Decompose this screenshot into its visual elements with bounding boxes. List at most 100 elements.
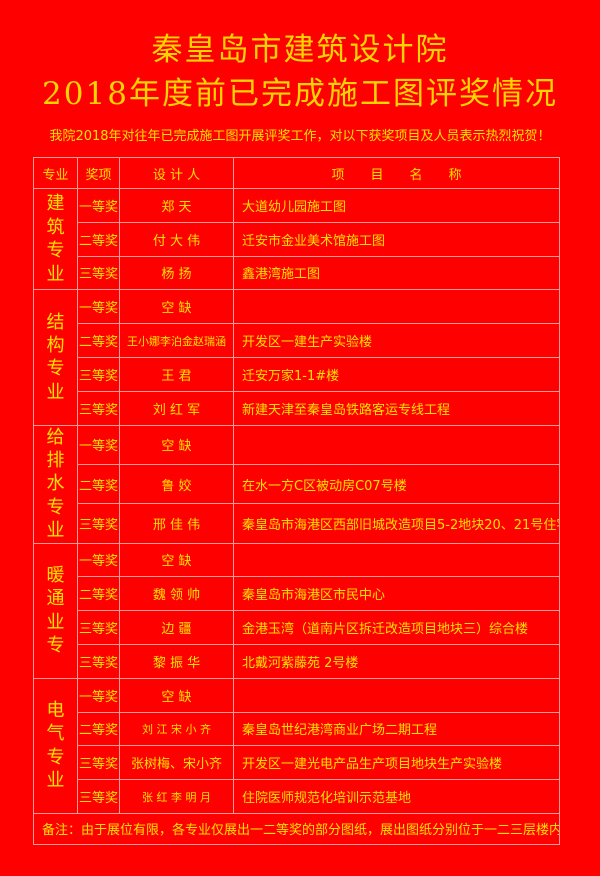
major-cell: 给排水专业 xyxy=(33,424,78,544)
major-cell: 电气专业 xyxy=(33,677,78,814)
table-row: 三等奖王 君迁安万家1-1#楼 xyxy=(34,356,560,392)
table-row: 三等奖边 疆金港玉湾（道南片区拆迁改造项目地块三）综合楼 xyxy=(34,610,560,645)
designer-cell: 张树梅、宋小齐 xyxy=(119,745,234,781)
project-cell xyxy=(233,542,560,578)
project-cell: 秦皇岛世纪港湾商业广场二期工程 xyxy=(233,711,560,747)
project-cell: 新建天津至秦皇岛铁路客运专线工程 xyxy=(233,390,560,426)
award-cell: 三等奖 xyxy=(77,779,120,814)
major-char: 排 xyxy=(46,449,65,471)
award-cell: 三等奖 xyxy=(77,503,120,544)
major-cell: 结构专业 xyxy=(33,289,78,426)
project-cell: 秦皇岛市海港区西部旧城改造项目5-2地块20、21号住宅楼 xyxy=(233,503,560,544)
award-cell: 一等奖 xyxy=(77,424,120,465)
major-char: 构 xyxy=(46,335,65,357)
award-cell: 三等奖 xyxy=(77,610,120,645)
designer-cell: 空 缺 xyxy=(119,289,234,325)
table-row: 给排水专业一等奖空 缺 xyxy=(33,424,560,544)
table-row: 二等奖刘 江 宋 小 齐秦皇岛世纪港湾商业广场二期工程 xyxy=(34,711,560,747)
award-cell: 一等奖 xyxy=(77,289,120,325)
designer-cell: 杨 扬 xyxy=(119,255,234,291)
award-cell: 二等奖 xyxy=(77,323,120,358)
designer-cell: 付 大 伟 xyxy=(119,221,234,257)
project-cell xyxy=(233,677,560,713)
designer-cell: 邢 佳 伟 xyxy=(119,503,234,544)
designer-cell: 边 疆 xyxy=(119,610,234,645)
project-cell: 大道幼儿园施工图 xyxy=(233,188,560,223)
project-cell: 在水一方C区被动房C07号楼 xyxy=(233,463,560,505)
award-cell: 三等奖 xyxy=(77,255,120,291)
table-row: 电气专业一等奖空 缺 xyxy=(33,677,560,814)
award-cell: 三等奖 xyxy=(77,356,120,392)
project-cell: 开发区一建光电产品生产项目地块生产实验楼 xyxy=(233,745,560,781)
designer-cell: 郑 天 xyxy=(119,188,234,223)
award-cell: 二等奖 xyxy=(77,576,120,612)
award-cell: 三等奖 xyxy=(77,745,120,781)
title-line2: 2018年度前已完成施工图评奖情况 xyxy=(42,76,558,112)
project-cell: 迁安万家1-1#楼 xyxy=(233,356,560,392)
major-char: 专 xyxy=(46,358,65,380)
major-char: 暖 xyxy=(46,564,65,586)
header-project: 项 目 名 称 xyxy=(233,157,560,189)
table-row: 三等奖 张树梅、宋小齐 开发区一建光电产品生产项目地块生产实验楼 xyxy=(34,745,560,781)
award-cell: 一等奖 xyxy=(77,677,120,713)
table-row: 二等奖魏 领 帅秦皇岛市海港区市民中心 xyxy=(34,576,560,612)
designer-cell: 空 缺 xyxy=(119,677,234,713)
major-char: 气 xyxy=(46,723,65,745)
award-cell: 二等奖 xyxy=(77,221,120,257)
table-row: 二等奖付 大 伟迁安市金业美术馆施工图 xyxy=(34,221,560,257)
title-line1: 秦皇岛市建筑设计院 xyxy=(151,32,449,68)
header-row: 专业 奖项 设 计 人 项 目 名 称 xyxy=(33,157,560,189)
major-char: 结 xyxy=(46,311,65,333)
project-cell xyxy=(233,289,560,325)
header-designer: 设 计 人 xyxy=(119,157,234,189)
designer-cell: 魏 领 帅 xyxy=(119,576,234,612)
table-row: 二等奖鲁 姣在水一方C区被动房C07号楼 xyxy=(34,463,560,505)
project-cell: 开发区一建生产实验楼 xyxy=(233,323,560,358)
table-row: 三等奖张 红 李 明 月住院医师规范化培训示范基地 xyxy=(34,779,560,814)
header-major: 专业 xyxy=(33,157,78,189)
table-row: 三等奖黎 振 华北戴河紫藤苑 2号楼 xyxy=(34,643,560,679)
table-row: 建筑专业一等奖郑 天大道幼儿园施工图 xyxy=(33,187,560,291)
designer-cell: 鲁 姣 xyxy=(119,463,234,505)
major-char: 业 xyxy=(46,381,65,403)
major-char: 专 xyxy=(46,635,65,657)
major-char: 专 xyxy=(46,746,65,768)
project-cell: 金港玉湾（道南片区拆迁改造项目地块三）综合楼 xyxy=(233,610,560,645)
major-char: 业 xyxy=(46,520,65,542)
project-cell: 迁安市金业美术馆施工图 xyxy=(233,221,560,257)
designer-cell: 空 缺 xyxy=(119,424,234,465)
project-cell xyxy=(233,424,560,465)
major-char: 专 xyxy=(46,240,65,262)
major-char: 业 xyxy=(46,770,65,792)
note-row: 备注：由于展位有限，各专业仅展出一二等奖的部分图纸，展出图纸分别位于一二三层楼内 xyxy=(33,812,560,845)
header-award: 奖项 xyxy=(77,157,120,189)
project-cell: 鑫港湾施工图 xyxy=(233,255,560,291)
award-cell: 三等奖 xyxy=(77,390,120,426)
designer-cell: 黎 振 华 xyxy=(119,643,234,679)
major-char: 业 xyxy=(46,611,65,633)
major-char: 建 xyxy=(46,193,65,215)
major-char: 电 xyxy=(46,700,65,722)
table-row: 结构专业一等奖空 缺 xyxy=(33,289,560,426)
award-cell: 二等奖 xyxy=(77,711,120,747)
designer-cell: 王小娜李泊金赵瑞涵 xyxy=(119,323,234,358)
note-text: 备注：由于展位有限，各专业仅展出一二等奖的部分图纸，展出图纸分别位于一二三层楼内 xyxy=(33,812,560,845)
major-char: 筑 xyxy=(46,216,65,238)
designer-cell: 空 缺 xyxy=(119,542,234,578)
major-char: 给 xyxy=(46,426,65,448)
major-cell: 建筑专业 xyxy=(33,187,78,291)
awards-table: 专业 奖项 设 计 人 项 目 名 称 建筑专业一等奖郑 天大道幼儿园施工图 二等… xyxy=(33,157,560,845)
table-row: 三等奖邢 佳 伟秦皇岛市海港区西部旧城改造项目5-2地块20、21号住宅楼 xyxy=(34,503,560,544)
project-cell: 住院医师规范化培训示范基地 xyxy=(233,779,560,814)
project-cell: 秦皇岛市海港区市民中心 xyxy=(233,576,560,612)
designer-cell: 王 君 xyxy=(119,356,234,392)
major-char: 通 xyxy=(46,588,65,610)
table-row: 三等奖杨 扬鑫港湾施工图 xyxy=(34,255,560,291)
subtitle: 我院2018年对往年已完成施工图开展评奖工作，对以下获奖项目及人员表示热烈祝贺！ xyxy=(49,129,551,144)
award-cell: 二等奖 xyxy=(77,463,120,505)
major-char: 业 xyxy=(46,263,65,285)
project-cell: 北戴河紫藤苑 2号楼 xyxy=(233,643,560,679)
award-cell: 一等奖 xyxy=(77,542,120,578)
designer-cell: 刘 江 宋 小 齐 xyxy=(119,711,234,747)
designer-cell: 刘 红 军 xyxy=(119,390,234,426)
